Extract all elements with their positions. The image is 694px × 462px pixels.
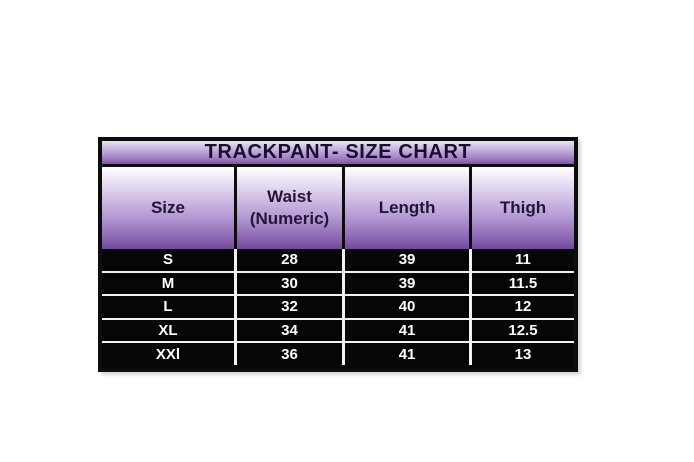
thigh-cell: 12 bbox=[514, 298, 532, 316]
table-row-l: L 32 40 12 bbox=[102, 296, 574, 320]
table-row-s: S 28 39 11 bbox=[102, 249, 574, 273]
table-row-m: M 30 39 11.5 bbox=[102, 272, 574, 297]
size-cell: S bbox=[102, 249, 237, 271]
thigh-cell: 11.5 bbox=[508, 274, 538, 292]
length-cell: 41 bbox=[345, 343, 473, 365]
waist-cell: 34 bbox=[237, 319, 346, 342]
thigh-cell: 12.5 bbox=[508, 322, 538, 340]
waist-cell: 30 bbox=[237, 272, 346, 295]
thigh-cell: 13 bbox=[514, 345, 532, 363]
size-cell: L bbox=[102, 296, 237, 318]
waist-cell: 28 bbox=[237, 249, 346, 271]
column-header-thigh: Thigh bbox=[499, 197, 547, 217]
table-row-xl: XL 34 41 12.5 bbox=[102, 319, 574, 344]
length-cell: 41 bbox=[345, 319, 473, 342]
length-cell: 39 bbox=[345, 249, 473, 271]
table-title: TRACKPANT- SIZE CHART bbox=[102, 141, 574, 167]
size-cell: XXl bbox=[102, 343, 237, 365]
thigh-cell: 11 bbox=[515, 251, 531, 269]
table-row-xxl: XXl 36 41 13 bbox=[102, 343, 574, 365]
length-cell: 39 bbox=[345, 272, 473, 295]
column-header-length: Length bbox=[345, 167, 473, 249]
size-chart-table: TRACKPANT- SIZE CHART Size Waist (Numeri… bbox=[98, 137, 578, 372]
table-body: S 28 39 11 M 30 39 11.5 L 32 40 12 XL 34… bbox=[102, 249, 574, 365]
waist-cell: 36 bbox=[237, 343, 346, 365]
table-header-row: Size Waist (Numeric) Length Thigh bbox=[102, 167, 574, 249]
length-cell: 40 bbox=[345, 296, 473, 318]
size-cell: XL bbox=[102, 319, 237, 342]
waist-cell: 32 bbox=[237, 296, 346, 318]
column-header-size: Size bbox=[102, 167, 237, 249]
column-header-waist: Waist (Numeric) bbox=[237, 167, 346, 249]
size-cell: M bbox=[102, 272, 237, 295]
